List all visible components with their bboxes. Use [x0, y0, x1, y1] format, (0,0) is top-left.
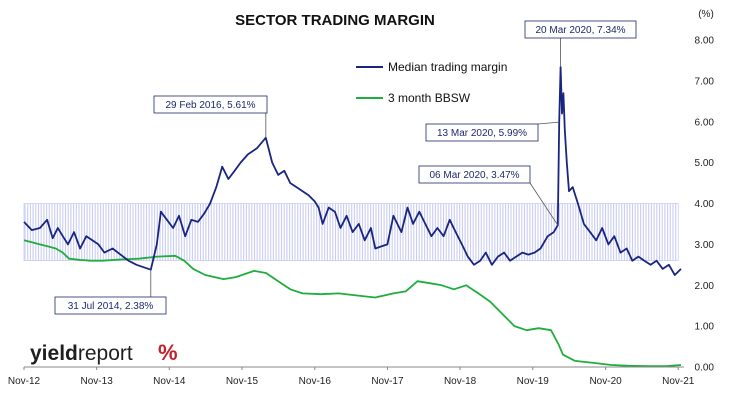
- callout-leader-line: [529, 182, 559, 226]
- callout: 29 Feb 2016, 5.61%: [153, 95, 268, 138]
- x-tick-label: Nov-14: [153, 376, 186, 387]
- callout-box: [54, 296, 167, 315]
- series-3-month-bbsw: [23, 239, 682, 368]
- series-lines: [23, 66, 682, 368]
- x-tick-label: Nov-16: [299, 376, 332, 387]
- legend: Median trading margin 3 month BBSW: [356, 60, 507, 105]
- callout-label: 20 Mar 2020, 7.34%: [535, 25, 625, 36]
- callout-label: 31 Jul 2014, 2.38%: [68, 301, 154, 312]
- x-tick-label: Nov-12: [8, 376, 41, 387]
- x-tick-label: Nov-17: [371, 376, 404, 387]
- chart-title: SECTOR TRADING MARGIN: [235, 12, 435, 29]
- x-tick-label: Nov-21: [662, 376, 695, 387]
- legend-label-median: Median trading margin: [388, 60, 507, 74]
- y-tick-label: 7.00: [695, 76, 715, 87]
- callout-label: 29 Feb 2016, 5.61%: [165, 100, 255, 111]
- callout-label: 06 Mar 2020, 3.47%: [429, 170, 519, 181]
- callouts: 29 Feb 2016, 5.61% 31 Jul 2014, 2.38% 20 M…: [54, 20, 637, 315]
- series-median-trading-margin: [23, 66, 682, 276]
- x-tick-label: Nov-18: [444, 376, 477, 387]
- y-tick-label: 0.00: [695, 363, 715, 374]
- y-tick-label: 4.00: [695, 199, 715, 210]
- y-tick-label: 2.00: [695, 281, 715, 292]
- y-tick-label: 5.00: [695, 158, 715, 169]
- x-tick-label: Nov-19: [517, 376, 550, 387]
- callout-box: [425, 123, 539, 142]
- callout: 31 Jul 2014, 2.38%: [54, 269, 167, 315]
- callout-box: [153, 95, 268, 114]
- callout: 20 Mar 2020, 7.34%: [524, 20, 637, 67]
- y-tick-label: 1.00: [695, 322, 715, 333]
- x-tick-label: Nov-20: [589, 376, 622, 387]
- callout-box: [524, 20, 637, 39]
- callout-label: 13 Mar 2020, 5.99%: [437, 128, 527, 139]
- y-axis-unit: (%): [698, 9, 714, 20]
- callout: 06 Mar 2020, 3.47%: [418, 165, 559, 226]
- x-tick-label: Nov-13: [81, 376, 114, 387]
- x-tick-label: Nov-15: [226, 376, 259, 387]
- y-tick-label: 6.00: [695, 117, 715, 128]
- axes: 0.00 1.00 2.00 3.00 4.00 5.00 6.00 7.00 8.00 Nov-…: [8, 36, 715, 388]
- y-tick-label: 3.00: [695, 240, 715, 251]
- legend-label-bbsw: 3 month BBSW: [388, 91, 471, 105]
- callout-leader-line: [537, 121, 560, 125]
- y-tick-label: 8.00: [695, 36, 715, 47]
- yieldreport-logo: yieldreport %: [30, 340, 178, 365]
- callout: 13 Mar 2020, 5.99%: [425, 121, 560, 142]
- callout-box: [418, 165, 531, 184]
- logo-text: yieldreport: [30, 342, 133, 365]
- logo-percent-symbol: %: [158, 340, 178, 365]
